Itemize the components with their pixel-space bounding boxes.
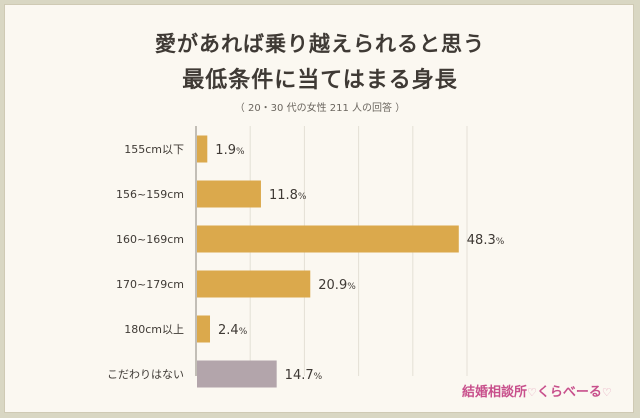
data-label: 14.7% — [285, 368, 323, 383]
category-label: 170~179cm — [116, 278, 184, 291]
data-label-unit: % — [347, 282, 356, 292]
bar — [197, 360, 277, 388]
bar — [197, 270, 311, 298]
bar — [197, 135, 208, 163]
data-label: 48.3% — [467, 233, 505, 248]
chart-title-line-1: 愛があれば乗り越えられると思う — [155, 32, 485, 56]
data-label-unit: % — [496, 237, 505, 247]
bar — [197, 180, 261, 208]
category-label: 180cm以上 — [124, 323, 184, 336]
category-label: 156~159cm — [116, 188, 184, 201]
heart-icon: ♡ — [527, 386, 537, 399]
logo-text-tail: くらべーる — [536, 385, 602, 400]
bar — [197, 225, 459, 253]
data-label: 2.4% — [218, 323, 248, 338]
data-label-unit: % — [236, 147, 245, 157]
chart-subtitle: （ 20・30 代の女性 211 人の回答 ） — [234, 103, 406, 114]
heart-icon: ♡ — [601, 386, 612, 399]
category-label: こだわりはない — [107, 368, 184, 381]
data-label-unit: % — [298, 192, 307, 202]
bar — [197, 315, 211, 343]
category-label: 155cm以下 — [124, 143, 184, 156]
data-label: 20.9% — [318, 278, 356, 293]
data-label-unit: % — [239, 327, 248, 337]
chart-title-line-2: 最低条件に当てはまる身長 — [182, 68, 458, 93]
logo-text-main: 結婚相談所 — [462, 385, 528, 400]
data-label-unit: % — [314, 372, 323, 382]
data-label: 1.9% — [215, 143, 245, 158]
data-label: 11.8% — [269, 188, 307, 203]
brand-logo: 結婚相談所♡くらべーる♡ — [462, 381, 612, 400]
chart-frame — [4, 4, 634, 413]
category-label: 160~169cm — [116, 233, 184, 246]
